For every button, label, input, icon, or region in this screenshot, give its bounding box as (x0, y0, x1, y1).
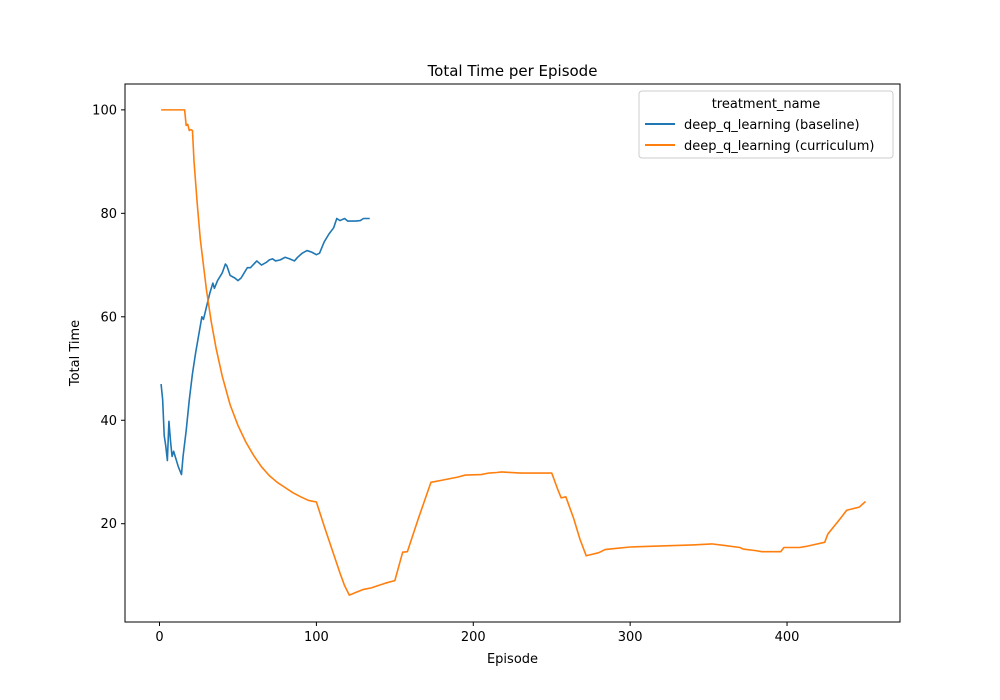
y-tick-label: 80 (100, 207, 117, 222)
series-line-1 (161, 109, 867, 596)
x-tick-label: 100 (304, 630, 329, 645)
plot-frame (124, 83, 901, 623)
y-tick-label: 40 (100, 414, 117, 429)
y-tick-label: 60 (100, 310, 117, 325)
legend-box (638, 90, 894, 159)
x-tick-label: 400 (775, 630, 800, 645)
x-tick-label: 0 (155, 630, 163, 645)
legend-label-curriculum: deep_q_learning (curriculum) (684, 139, 874, 154)
legend: treatment_name deep_q_learning (baseline… (638, 90, 894, 159)
legend-label-baseline: deep_q_learning (baseline) (684, 118, 860, 133)
y-tick-label: 100 (92, 103, 117, 118)
x-tick-label: 200 (461, 630, 486, 645)
chart-title: Total Time per Episode (427, 62, 598, 80)
y-tick-label: 20 (100, 517, 117, 532)
y-axis-label: Total Time (68, 320, 83, 387)
x-axis-label: Episode (487, 652, 538, 667)
legend-title: treatment_name (712, 97, 821, 112)
series-line-0 (160, 217, 370, 476)
x-tick-label: 300 (618, 630, 643, 645)
